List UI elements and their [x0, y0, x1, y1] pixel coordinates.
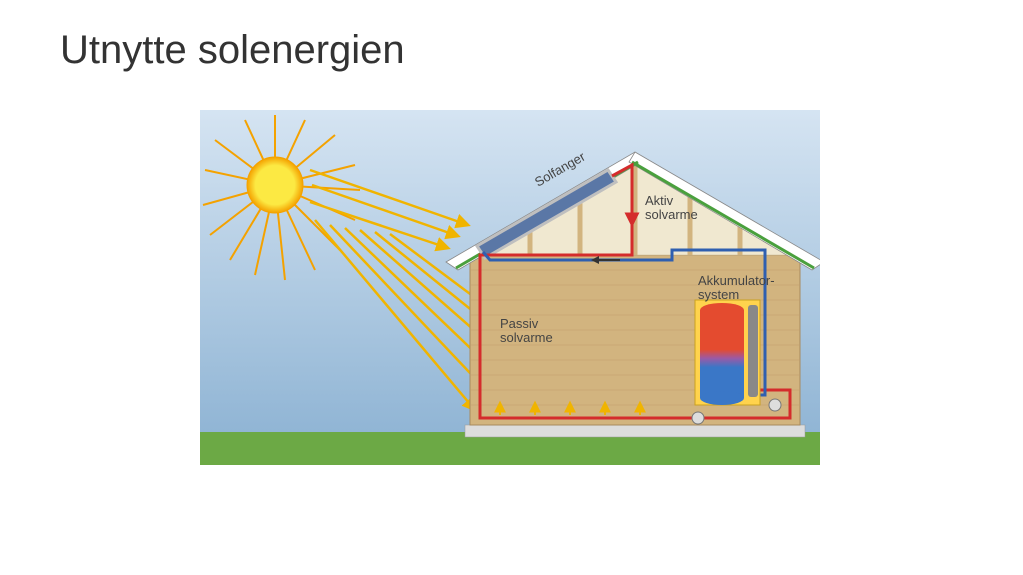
- sun-icon: [247, 157, 303, 213]
- pump-2: [692, 412, 704, 424]
- page-title: Utnytte solenergien: [60, 28, 405, 73]
- label-akkum-1: Akkumulator-: [698, 273, 775, 288]
- solar-energy-diagram: Solfanger Aktiv solvarme Akkumulator- sy…: [200, 110, 820, 465]
- label-aktiv-1: Aktiv: [645, 193, 674, 208]
- pump-1: [769, 399, 781, 411]
- accumulator-tank: [695, 300, 760, 405]
- label-passiv-2: solvarme: [500, 330, 553, 345]
- label-aktiv-2: solvarme: [645, 207, 698, 222]
- label-akkum-2: system: [698, 287, 739, 302]
- house-foundation: [465, 425, 805, 437]
- label-passiv-1: Passiv: [500, 316, 539, 331]
